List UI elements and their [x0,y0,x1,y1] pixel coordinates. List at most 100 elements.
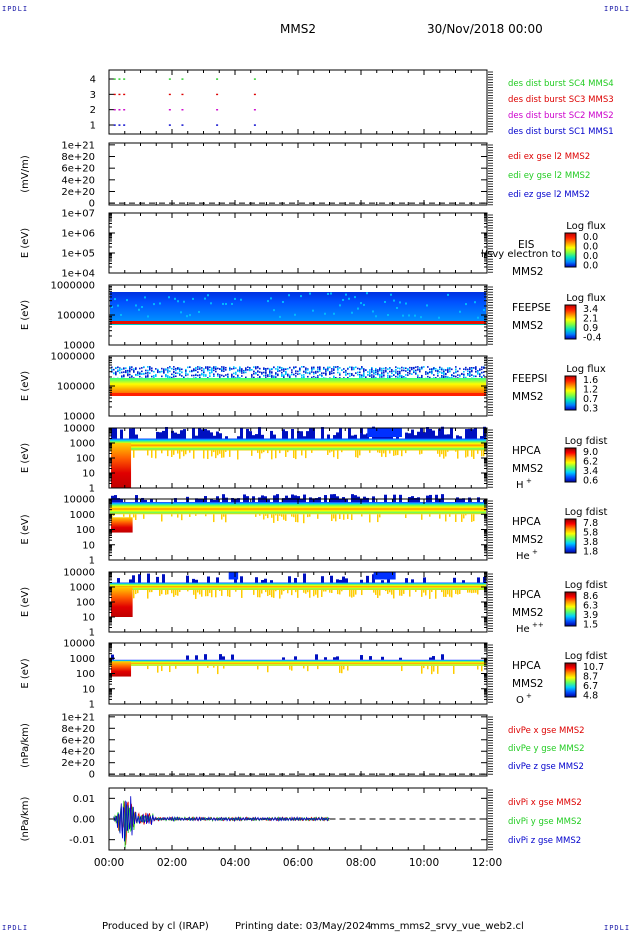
hpca_he2-cb-tick: 3.9 [583,610,598,621]
hpca_he-lower-fringe [293,514,295,518]
hpca_h-upper-speckle [270,430,273,439]
feepsi-speckle [259,367,261,370]
hpca_he2-lower-fringe [449,590,451,597]
feepsi-speckle [179,367,181,370]
feepsi-speckle [345,369,347,372]
hpca_he2-lower-fringe [135,590,137,595]
hpca_he2-lower-fringe [471,590,473,594]
feepsi-speckle [331,372,333,375]
feepsi-speckle [205,367,207,369]
feepse-speckle [300,295,302,298]
feepsi-speckle [389,370,391,373]
feepsi-speckle [231,368,233,370]
feepsi-speckle [375,373,377,375]
feepsi-speckle [253,366,255,368]
burst-mark [216,109,219,111]
feepsi-speckle [401,376,403,379]
hpca_he-lower-fringe [455,514,457,522]
feepsi-speckle [295,366,297,368]
hpca_h-upper-speckle [204,429,207,439]
feepsi-speckle [479,368,481,370]
feepsi-speckle [397,377,399,379]
hpca_he2-colorbar [564,591,577,627]
feepsi-speckle [341,369,343,372]
feepsi-speckle [253,376,255,379]
feepsi-speckle [319,367,321,369]
feepsi-speckle [265,372,267,374]
hpca_he2-lower-fringe [173,590,175,597]
feepsi-speckle [383,374,385,377]
divpi-series-trace [113,801,330,845]
feepsi-speckle [463,368,465,370]
feepsi-speckle [469,375,471,377]
hpca_he-cb-tick: 5.8 [583,528,598,539]
feepsi-speckle [359,376,361,378]
hpca_he-upper-speckle [288,497,291,503]
hpca_he2-lower-fringe [317,590,319,598]
feepsi-speckle [241,372,243,374]
feepsi-speckle [175,369,177,372]
feepse-speckle [234,297,236,300]
hpca_h-lower-fringe [293,450,295,459]
burst-mark [168,78,171,80]
feepsi-speckle [231,375,233,377]
hpca_he-lower-fringe [279,514,281,516]
divpi-legend-entry: divPi z gse MMS2 [508,836,581,846]
feepse-ytick-label: 1000000 [50,281,95,292]
hpca_he-upper-speckle [309,497,312,503]
feepsi-speckle [401,366,403,369]
feepsi-speckle [275,373,277,376]
hpca_o-lower-fringe [339,665,341,673]
hpca_o-lower-fringe [289,665,291,670]
feepsi-speckle [263,367,265,370]
hpca_h-upper-speckle [444,434,447,439]
hpca_he-lower-fringe [351,514,353,520]
hpca_he2-cb-title: Log fdist [565,580,608,591]
hpca_he-upper-speckle [333,494,336,503]
feepsi-speckle [329,373,331,376]
feepsi-speckle [371,376,373,378]
burst-legend-entry: des dist burst SC3 MMS3 [508,95,614,105]
feepsi-speckle [133,369,135,372]
hpca_he-upper-speckle [267,499,270,503]
hpca_he2-upper-speckle [129,579,132,583]
hpca_h-lower-fringe [393,450,395,456]
feepsi-speckle [249,366,251,369]
hpca_he2-lower-fringe [423,590,425,593]
hpca_o-lower-fringe [423,665,425,669]
feepsi-speckle [203,370,205,372]
feepsi-speckle [351,373,353,375]
hpca_he-ytick-label: 10 [82,540,95,551]
feepsi-speckle [205,375,207,377]
feepsi-speckle [181,375,183,377]
feepse-speckle [372,310,374,313]
feepsi-speckle [207,368,209,371]
feepse-cb-tick: -0.4 [583,333,602,344]
feepsi-speckle [129,370,131,373]
feepsi-speckle [223,366,225,368]
feepsi-speckle [379,367,381,370]
x-axis-tick-label: 10:00 [409,857,439,869]
hpca_he2-lower-fringe [305,590,307,594]
feepsi-speckle [233,366,235,368]
feepse-speckle [399,301,401,304]
hpca_h-cb-title: Log fdist [565,436,608,447]
hpca_he2-lower-fringe [165,590,167,595]
feepse-speckle [387,314,389,317]
feepsi-speckle [391,368,393,371]
feepsi-speckle [229,366,231,369]
feepsi-speckle [337,366,339,368]
hpca_he2-lower-fringe [351,590,353,598]
hpca_o-lower-fringe [421,665,423,674]
hpca_he-upper-speckle [417,497,420,503]
feepsi-ylabel: E (eV) [20,371,31,401]
edi-panel-frame [108,142,488,206]
feepsi-speckle [151,367,153,370]
feepsi-speckle [467,370,469,373]
burst-mark [253,93,256,96]
feepsi-speckle [127,374,129,377]
feepsi-speckle [421,375,423,377]
feepsi-speckle [399,367,401,370]
feepsi-speckle [147,366,149,368]
hpca_he2-lower-fringe [393,590,395,599]
